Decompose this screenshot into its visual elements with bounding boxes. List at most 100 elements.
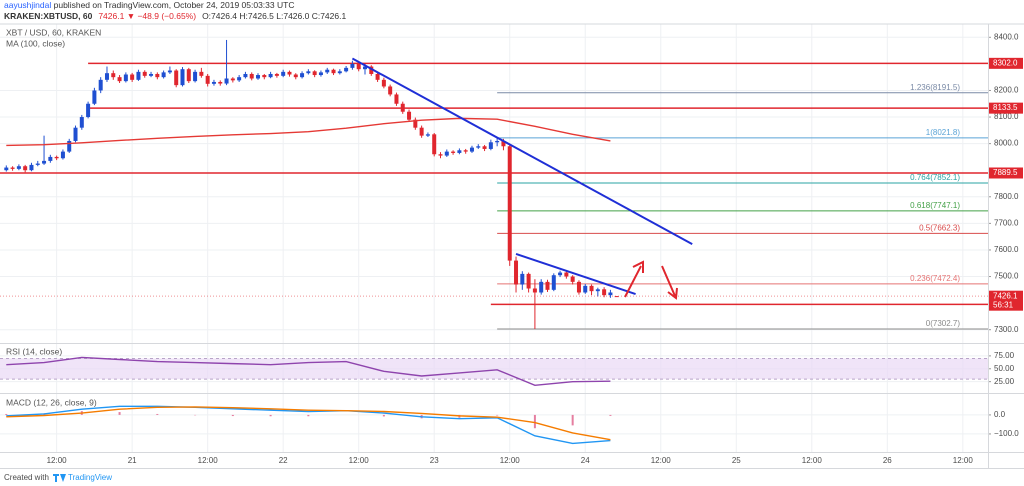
candle-body [482, 146, 487, 149]
candle-body [300, 73, 305, 78]
candle-body [79, 117, 84, 128]
indicator-line [6, 356, 611, 386]
price-tag-label: 7889.5 [993, 168, 1018, 177]
price-change: 7426.1 ▼ −48.9 (−0.65%) [98, 11, 196, 21]
x-tick-label: 23 [430, 456, 439, 465]
author[interactable]: aayushjindal [4, 0, 51, 10]
panel: 75.00 50.00 25.00 RSI (14, close) [0, 343, 1015, 393]
x-tick-label: 24 [581, 456, 590, 465]
candle-body [205, 75, 210, 84]
candle-body [73, 127, 78, 141]
candle-body [167, 70, 172, 73]
footer-prefix: Created with [4, 473, 49, 482]
candle-body [186, 69, 191, 82]
candle-body [274, 73, 279, 76]
panel-title: RSI (14, close) [6, 346, 62, 356]
x-tick-label: 22 [279, 456, 288, 465]
last-price-tag [989, 290, 1023, 311]
ohlc: O:7426.4 H:7426.5 L:7426.0 C:7426.1 [202, 11, 346, 21]
candle-body [92, 90, 97, 104]
y-tick-label: 8100.0 [994, 112, 1019, 121]
fib-label: 0.618(7747.1) [910, 201, 960, 210]
candle-body [256, 75, 261, 79]
candle-body [318, 72, 323, 76]
x-tick-label: 12:00 [198, 456, 219, 465]
price-tag [989, 57, 1023, 69]
candle-body [495, 140, 500, 143]
y-tick-label: 7700.0 [994, 218, 1019, 227]
histogram-bar [269, 414, 272, 417]
candle-body [249, 73, 254, 79]
candle-body [419, 127, 424, 136]
plot-area: 12:00 21 12:00 22 12:00 23 12:00 24 12:00 25 12:00… [0, 24, 1023, 465]
x-tick-label: 12:00 [349, 456, 370, 465]
candle-body [362, 66, 367, 70]
candle-body [54, 156, 59, 159]
candle-body [312, 71, 317, 76]
panel: 8400.0 8200.0 8100.0 8000.0 7800.0 7700.0 7600… [0, 24, 1023, 343]
y-tick-label: 50.00 [994, 364, 1015, 373]
y-tick-label: 8200.0 [994, 86, 1019, 95]
candle-body [469, 147, 474, 152]
candle-body [608, 292, 613, 296]
price-tag [989, 167, 1023, 179]
indicator-line [6, 117, 611, 147]
candle-body [123, 74, 128, 82]
candle-body [174, 70, 179, 86]
candle-body [104, 73, 109, 80]
x-tick-label: 12:00 [953, 456, 974, 465]
candle-body [142, 71, 147, 76]
panel-title: MACD (12, 26, close, 9) [6, 397, 97, 407]
candle-body [602, 289, 607, 296]
fib-label: 0(7302.7) [926, 319, 961, 328]
candle-body [161, 72, 166, 78]
candle-body [564, 272, 569, 277]
candle-body [155, 73, 160, 78]
panel-subtitle: MA (100, close) [6, 38, 65, 48]
candle-body [60, 151, 65, 159]
candle-body [595, 289, 600, 292]
candle-body [545, 281, 550, 290]
histogram-bar [533, 414, 536, 429]
fib-label: 0.5(7662.3) [919, 224, 960, 233]
histogram-bar [307, 414, 310, 417]
candle-body [230, 78, 235, 81]
y-tick-label: 8400.0 [994, 32, 1019, 41]
y-tick-label: 8000.0 [994, 139, 1019, 148]
candle-body [243, 73, 248, 78]
candle-body [42, 160, 47, 164]
panel: 0.0 −100.0 MACD (12, 26, close, 9) [0, 394, 1019, 452]
candle-body [356, 63, 361, 70]
y-tick-label: −100.0 [994, 429, 1019, 438]
candle-body [117, 77, 122, 82]
candle-body [551, 275, 556, 290]
candle-body [369, 66, 374, 74]
histogram-bar [118, 412, 121, 415]
candle-body [501, 140, 506, 147]
candle-body [268, 73, 273, 78]
candle-body [400, 103, 405, 112]
candle-body [488, 142, 493, 149]
price-tag-label: 8302.0 [993, 58, 1018, 67]
price-tag [989, 102, 1023, 114]
symbol: KRAKEN:XBTUSD, 60 [4, 11, 93, 21]
candle-body [514, 260, 519, 285]
y-tick-label: 25.00 [994, 377, 1015, 386]
candle-body [262, 75, 267, 78]
candle-body [35, 163, 40, 165]
arrow-down [661, 265, 678, 300]
x-tick-label: 12:00 [651, 456, 672, 465]
candle-body [306, 71, 311, 74]
histogram-bar [496, 414, 499, 416]
candle-body [67, 140, 72, 152]
footer-brand[interactable]: TradingView [68, 473, 112, 482]
candle-body [570, 276, 575, 282]
candle-body [425, 134, 430, 136]
candle-body [457, 150, 462, 153]
y-tick-label: 7800.0 [994, 192, 1019, 201]
price-tag-label: 8133.5 [993, 103, 1018, 112]
candle-body [558, 272, 563, 276]
candle-body [520, 273, 525, 285]
y-tick-label: 7500.0 [994, 272, 1019, 281]
histogram-bar [382, 414, 385, 417]
